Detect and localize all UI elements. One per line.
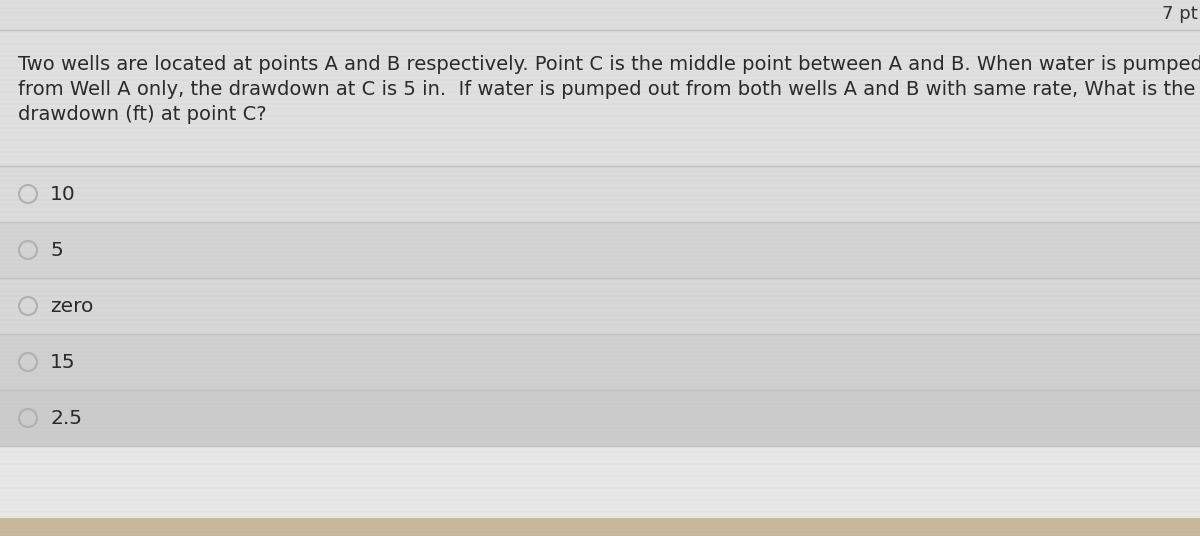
Text: zero: zero [50,296,94,316]
Text: 15: 15 [50,353,76,371]
Text: 7 pt: 7 pt [1163,5,1198,23]
FancyBboxPatch shape [0,30,1200,166]
Text: 10: 10 [50,184,76,204]
FancyBboxPatch shape [0,166,1200,222]
FancyBboxPatch shape [0,518,1200,536]
FancyBboxPatch shape [0,390,1200,446]
FancyBboxPatch shape [0,222,1200,278]
Text: 2.5: 2.5 [50,408,82,428]
Text: Two wells are located at points A and B respectively. Point C is the middle poin: Two wells are located at points A and B … [18,55,1200,74]
FancyBboxPatch shape [0,334,1200,390]
FancyBboxPatch shape [0,278,1200,334]
Text: drawdown (ft) at point C?: drawdown (ft) at point C? [18,105,266,124]
Text: from Well A only, the drawdown at C is 5 in.  If water is pumped out from both w: from Well A only, the drawdown at C is 5… [18,80,1195,99]
FancyBboxPatch shape [0,0,1200,166]
Text: 5: 5 [50,241,62,259]
